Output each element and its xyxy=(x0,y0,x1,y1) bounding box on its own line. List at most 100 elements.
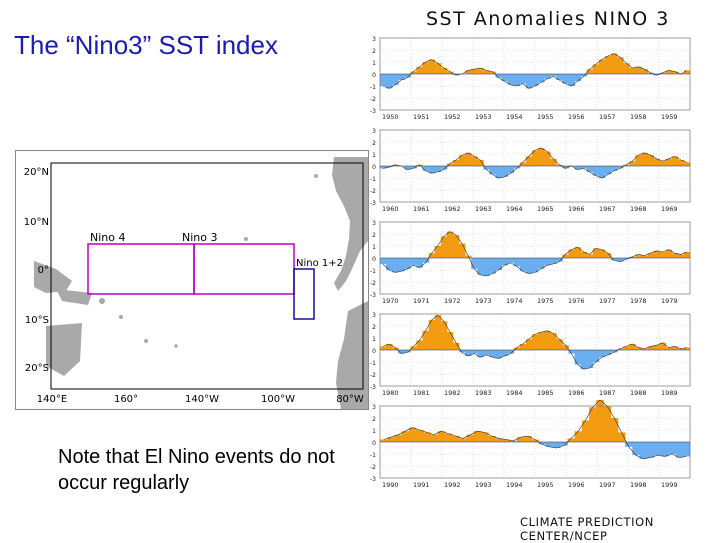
year-label: 1986 xyxy=(568,389,585,397)
lon-label: 140°E xyxy=(37,394,67,405)
warm-anomaly-bar xyxy=(477,160,483,166)
warm-anomaly-bar xyxy=(593,248,599,258)
y-tick-label: -2 xyxy=(370,372,376,379)
y-tick-label: -3 xyxy=(370,384,376,391)
warm-anomaly-bar xyxy=(402,431,410,442)
warm-anomaly-bar xyxy=(438,431,446,442)
warm-anomaly-bar xyxy=(471,69,477,74)
y-tick-label: 3 xyxy=(372,312,376,319)
cold-anomaly-bar xyxy=(526,74,532,88)
lat-label: 10°N xyxy=(24,217,49,228)
year-label: 1983 xyxy=(475,389,492,397)
y-tick-label: -3 xyxy=(370,200,376,207)
cold-anomaly-bar xyxy=(654,442,662,455)
nino3-box xyxy=(194,244,294,294)
cold-anomaly-bar xyxy=(544,258,550,265)
year-label: 1981 xyxy=(413,389,430,397)
cold-anomaly-bar xyxy=(483,350,489,355)
cold-anomaly-bar xyxy=(471,258,477,269)
year-label: 1954 xyxy=(506,113,523,121)
warm-anomaly-bar xyxy=(575,431,583,442)
warm-anomaly-bar xyxy=(641,256,647,258)
warm-anomaly-bar xyxy=(538,148,544,166)
nino12-box xyxy=(294,269,314,319)
warm-anomaly-bar xyxy=(568,250,574,258)
warm-anomaly-bar xyxy=(603,406,611,442)
year-label: 1984 xyxy=(506,389,523,397)
warm-anomaly-bar xyxy=(429,60,435,74)
warm-anomaly-bar xyxy=(517,437,525,442)
warm-anomaly-bar xyxy=(605,56,611,74)
y-tick-label: 0 xyxy=(372,348,376,355)
y-tick-label: 0 xyxy=(372,72,376,79)
y-tick-label: -1 xyxy=(370,84,376,91)
year-label: 1970 xyxy=(382,297,399,305)
year-label: 1995 xyxy=(537,481,554,489)
warm-anomaly-bar xyxy=(556,339,562,350)
lat-label: 20°N xyxy=(24,167,49,178)
cold-anomaly-bar xyxy=(539,442,547,444)
year-label: 1977 xyxy=(599,297,616,305)
cold-anomaly-bar xyxy=(489,258,495,274)
island xyxy=(314,174,318,178)
cold-anomaly-bar xyxy=(526,258,532,274)
year-label: 1991 xyxy=(413,481,430,489)
cold-anomaly-bar xyxy=(514,74,520,86)
lon-label: 160° xyxy=(114,394,138,405)
y-tick-label: -3 xyxy=(370,476,376,483)
land-mass-new-guinea xyxy=(56,289,92,305)
warm-anomaly-bar xyxy=(435,315,441,350)
y-tick-label: 2 xyxy=(372,140,376,147)
nino4-box xyxy=(88,244,194,294)
y-tick-label: 3 xyxy=(372,220,376,227)
warm-anomaly-bar xyxy=(416,67,422,74)
year-label: 1969 xyxy=(661,205,678,213)
warm-anomaly-bar xyxy=(429,320,435,350)
warm-anomaly-bar xyxy=(423,432,431,442)
cold-anomaly-bar xyxy=(575,74,581,81)
cold-anomaly-bar xyxy=(508,258,514,263)
year-label: 1952 xyxy=(444,113,461,121)
cold-anomaly-bar xyxy=(520,74,526,84)
warm-anomaly-bar xyxy=(587,254,593,258)
island xyxy=(99,298,105,304)
y-tick-label: 0 xyxy=(372,164,376,171)
island xyxy=(119,315,123,319)
warm-anomaly-bar xyxy=(599,60,605,74)
nino4-label: Nino 4 xyxy=(90,231,125,244)
year-label: 1975 xyxy=(537,297,554,305)
note-text: Note that El Nino events do not occur re… xyxy=(58,444,358,496)
warm-anomaly-bar xyxy=(629,161,635,166)
year-label: 1958 xyxy=(630,113,647,121)
y-tick-label: 1 xyxy=(372,60,376,67)
year-label: 1967 xyxy=(599,205,616,213)
cold-anomaly-bar xyxy=(398,258,404,271)
cold-anomaly-bar xyxy=(508,166,514,173)
cold-anomaly-bar xyxy=(392,258,398,272)
year-label: 1961 xyxy=(413,205,430,213)
cold-anomaly-bar xyxy=(632,442,640,455)
warm-anomaly-bar xyxy=(526,156,532,166)
warm-anomaly-bar xyxy=(618,432,626,442)
year-label: 1973 xyxy=(475,297,492,305)
y-tick-label: -1 xyxy=(370,176,376,183)
cold-anomaly-bar xyxy=(647,442,655,458)
year-label: 1980 xyxy=(382,389,399,397)
year-label: 1989 xyxy=(661,389,678,397)
year-label: 1979 xyxy=(661,297,678,305)
cold-anomaly-bar xyxy=(483,258,489,276)
warm-anomaly-bar xyxy=(611,418,619,442)
warm-anomaly-bar xyxy=(678,254,684,258)
warm-anomaly-bar xyxy=(550,159,556,166)
year-label: 1951 xyxy=(413,113,430,121)
year-label: 1993 xyxy=(475,481,492,489)
y-tick-label: 0 xyxy=(372,256,376,263)
y-tick-label: -1 xyxy=(370,360,376,367)
cold-anomaly-bar xyxy=(625,442,633,447)
year-label: 1998 xyxy=(630,481,647,489)
year-label: 1959 xyxy=(661,113,678,121)
warm-anomaly-bar xyxy=(465,153,471,166)
